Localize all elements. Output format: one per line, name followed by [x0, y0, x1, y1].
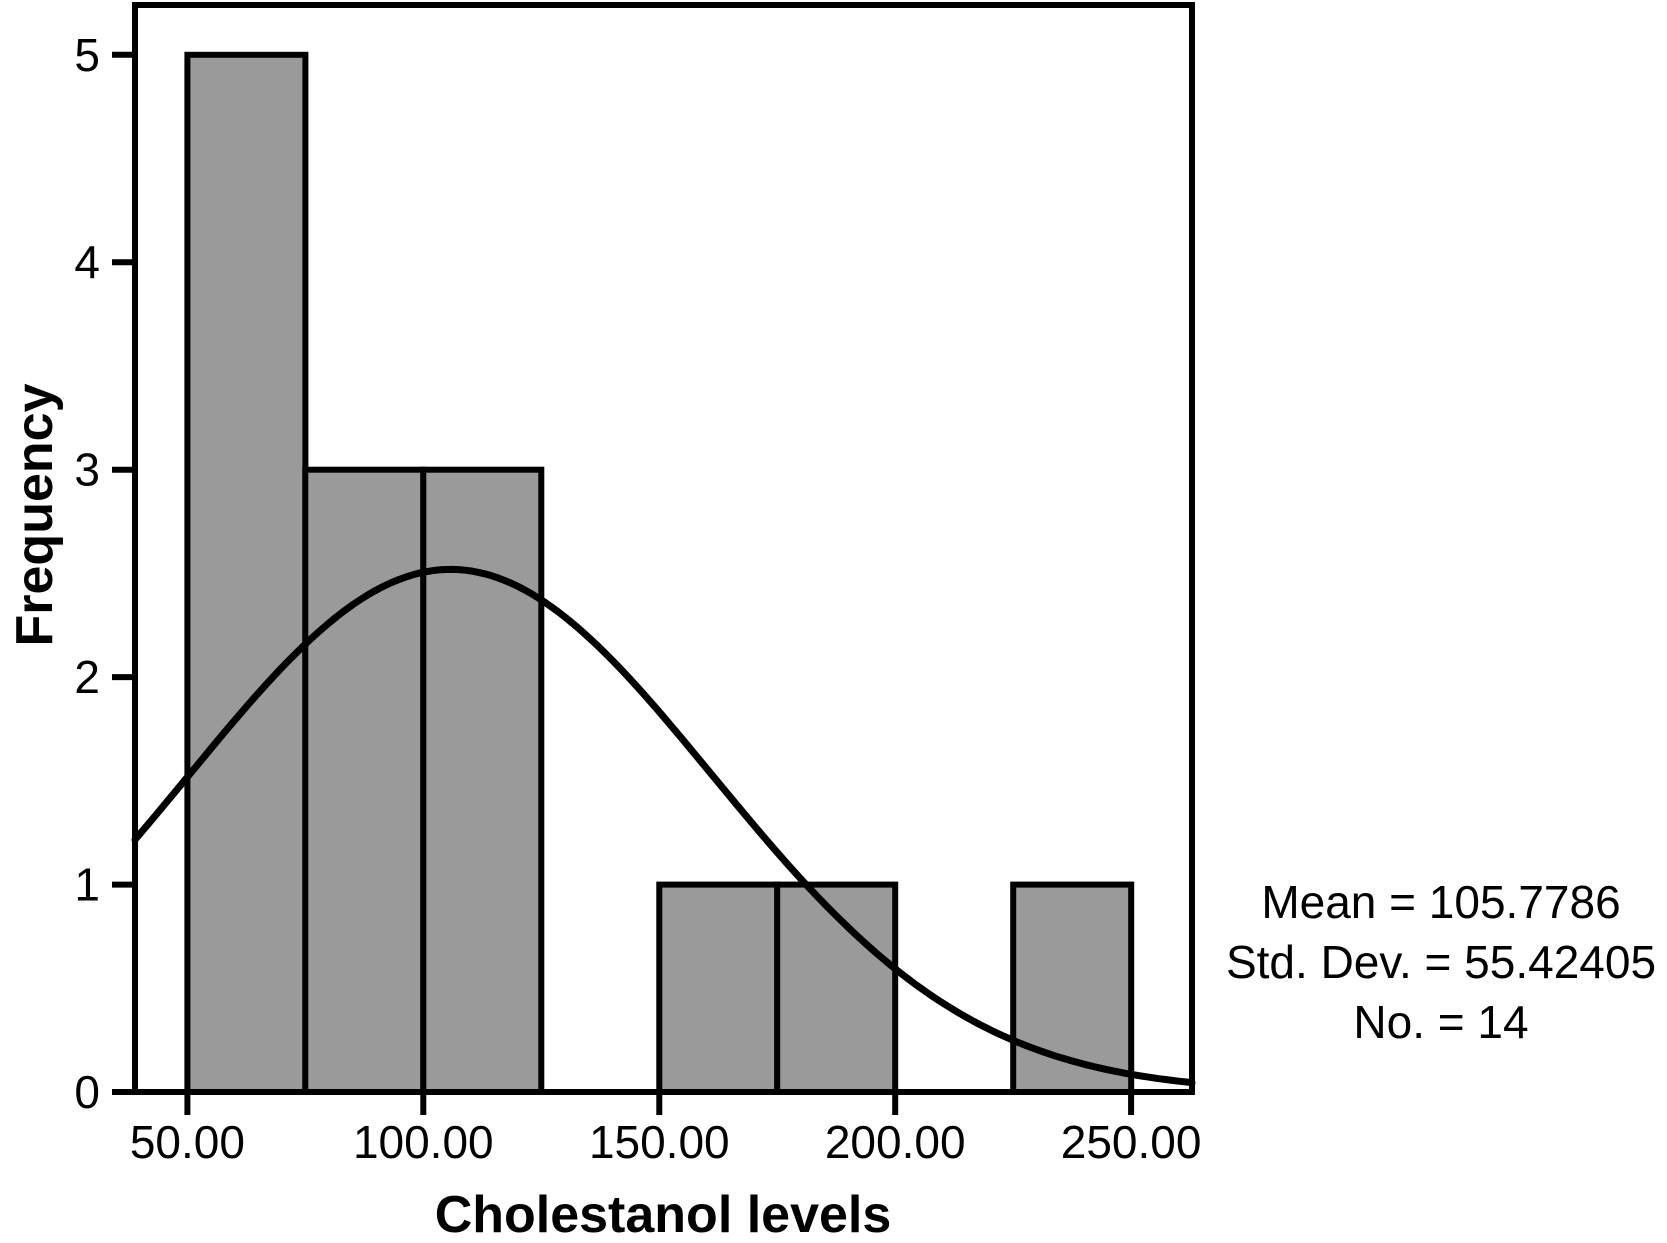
histogram-bar — [302, 466, 427, 1095]
plot-border-box — [132, 2, 1195, 1095]
histogram-bar — [420, 466, 545, 1095]
x-axis-ticks — [184, 1092, 1135, 1115]
stats-n-text: No. = 14 — [1353, 996, 1528, 1048]
x-tick-label: 50.00 — [130, 1116, 245, 1168]
stats-annotation: Mean = 105.7786 Std. Dev. = 55.42405 No.… — [1226, 876, 1656, 1048]
x-tick-label: 150.00 — [589, 1116, 730, 1168]
histogram-bar — [656, 881, 781, 1095]
y-tick-label: 3 — [74, 444, 100, 496]
stats-stddev-text: Std. Dev. = 55.42405 — [1226, 936, 1656, 988]
y-axis-title: Frequency — [6, 383, 64, 646]
y-axis-ticks — [112, 51, 135, 1095]
x-axis-title: Cholestanol levels — [435, 1186, 892, 1243]
y-tick-label: 2 — [74, 651, 100, 703]
histogram-bar — [184, 51, 309, 1095]
normal-curve-line — [131, 565, 1196, 1087]
x-axis-tick-labels: 50.00 100.00 150.00 200.00 250.00 — [130, 1116, 1202, 1168]
x-tick-label: 200.00 — [825, 1116, 966, 1168]
x-tick-label: 250.00 — [1061, 1116, 1202, 1168]
stats-mean-text: Mean = 105.7786 — [1261, 876, 1620, 928]
y-axis-tick-labels: 0 1 2 3 4 5 — [74, 29, 100, 1118]
y-tick-label: 0 — [74, 1066, 100, 1118]
y-tick-label: 5 — [74, 29, 100, 81]
histogram-bars — [184, 51, 1135, 1095]
x-tick-label: 100.00 — [353, 1116, 494, 1168]
y-tick-label: 1 — [74, 859, 100, 911]
y-tick-label: 4 — [74, 236, 100, 288]
